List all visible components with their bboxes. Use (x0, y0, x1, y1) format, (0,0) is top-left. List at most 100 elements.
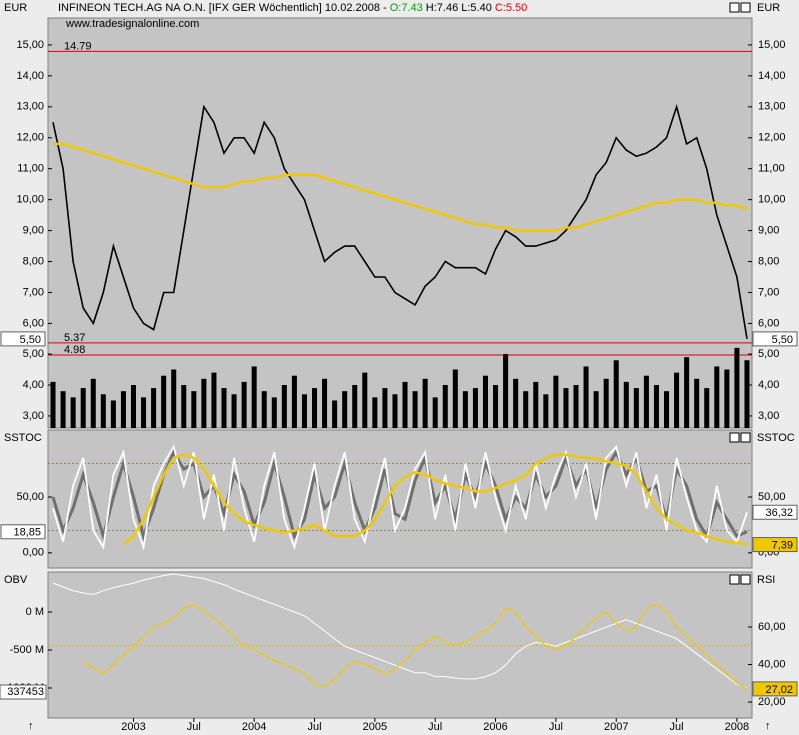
scroll-arrow[interactable]: ↑ (765, 720, 771, 732)
symbol: INFINEON TECH.AG NA O.N. [IFX GER Wöchen… (58, 2, 390, 14)
close-button[interactable] (740, 574, 751, 585)
source: www.tradesignalonline.com (65, 18, 199, 30)
last-value-label: 18,85 (13, 527, 41, 539)
y-tick-label: 8,00 (758, 255, 779, 267)
volume-bar (382, 388, 388, 428)
volume-bar (362, 372, 368, 428)
y2-tick-label: 40,00 (758, 658, 786, 670)
volume-bar (161, 375, 167, 428)
volume-bar (694, 378, 700, 428)
y-tick-label: 6,00 (23, 317, 44, 329)
volume-bar (704, 388, 710, 428)
axis-label: EUR (757, 2, 780, 14)
volume-bar (643, 375, 649, 428)
series-line (53, 142, 748, 232)
last-value-box (0, 331, 46, 347)
volume-bar (563, 388, 569, 428)
volume-bar (251, 366, 257, 428)
restore-button[interactable] (729, 2, 740, 13)
y-tick-label: 12,00 (16, 132, 44, 144)
volume-bar (744, 360, 750, 428)
x-tick-label: Jul (187, 721, 201, 733)
series-line (52, 103, 748, 340)
y-tick-label: 0 M (26, 606, 44, 618)
volume-bar (352, 385, 358, 428)
high-low: H:7.46 L:5.40 (426, 2, 492, 14)
axis-label: OBV (4, 574, 28, 586)
y-tick-label: 4,00 (758, 379, 779, 391)
y-tick-label: 7,00 (23, 286, 44, 298)
y-tick-label: 11,00 (758, 163, 785, 175)
series-line (82, 603, 748, 690)
volume-bar (402, 381, 408, 428)
x-tick-label: Jul (307, 721, 321, 733)
close-button[interactable] (740, 432, 751, 443)
volume-bar (482, 375, 488, 428)
last-value-label: 5,50 (772, 334, 793, 346)
window-buttons[interactable] (729, 2, 751, 585)
volume-bar (412, 391, 418, 428)
annotation: 337453 (7, 686, 44, 698)
last-value-box (752, 331, 798, 347)
plot-area: 14.79 5.374.98 (48, 40, 752, 356)
volume-bar (493, 385, 499, 428)
annotation-box (0, 684, 47, 700)
restore-button[interactable] (729, 432, 740, 443)
axis-label: SSTOC (4, 432, 42, 444)
y-tick-label: 5,00 (23, 348, 44, 360)
volume-bar (271, 397, 277, 428)
volume-bar (151, 388, 157, 428)
volume-bar (472, 388, 478, 428)
last-value-label: 36,32 (765, 507, 793, 519)
restore-button[interactable] (729, 574, 740, 585)
volume-bar (80, 388, 86, 428)
x-tick-label: 2004 (242, 721, 266, 733)
volume-bar (674, 372, 680, 428)
y-tick-label: 9,00 (23, 225, 44, 237)
y-tick-label: 15,00 (16, 39, 44, 51)
volume-bar (332, 400, 338, 428)
volume-bar (422, 378, 428, 428)
volume-bar (553, 375, 559, 428)
x-tick-label: Jul (428, 721, 442, 733)
volume-bar (392, 394, 398, 428)
volume-bar (322, 378, 328, 428)
volume-bar (281, 385, 287, 428)
volume-bar (141, 397, 147, 428)
volume-bar (50, 381, 56, 428)
y-tick-label: 50,00 (758, 491, 786, 503)
reference-label: 5.37 (64, 332, 85, 344)
last-value-box (752, 681, 798, 697)
volume-bar (513, 378, 519, 428)
axis-label: SSTOC (757, 432, 795, 444)
volume-bar (573, 385, 579, 428)
y-tick-label: 5,00 (758, 348, 779, 360)
volume-bar (291, 375, 297, 428)
y-tick-label: 11,00 (17, 163, 44, 175)
close: C:5.50 (495, 2, 527, 14)
volume-bar (523, 391, 529, 428)
x-tick-label: 2006 (483, 721, 507, 733)
volume-bar (452, 369, 458, 428)
y2-tick-label: 60,00 (758, 621, 786, 633)
y-tick-label: 3,00 (23, 410, 44, 422)
scroll-arrow[interactable]: ↑ (28, 720, 34, 732)
y2-tick-label: 20,00 (758, 696, 786, 708)
volume-bar (533, 381, 539, 428)
volume-bar (633, 388, 639, 428)
stoch-panel (47, 429, 753, 569)
axis-label: EUR (4, 2, 27, 14)
plot-area (48, 444, 752, 551)
y-tick-label: 0,00 (23, 547, 44, 559)
volume-bar (583, 366, 589, 428)
volume-bar (100, 394, 106, 428)
close-button[interactable] (740, 2, 751, 13)
y-tick-label: -500 M (10, 644, 44, 656)
y-tick-label: 3,00 (758, 410, 779, 422)
last-value-box (752, 537, 798, 553)
y-tick-label: 15,00 (758, 39, 786, 51)
y-tick-label: 8,00 (23, 255, 44, 267)
volume-bar (191, 391, 197, 428)
obv-panel (47, 571, 753, 719)
last-value-label: 5,50 (20, 334, 41, 346)
